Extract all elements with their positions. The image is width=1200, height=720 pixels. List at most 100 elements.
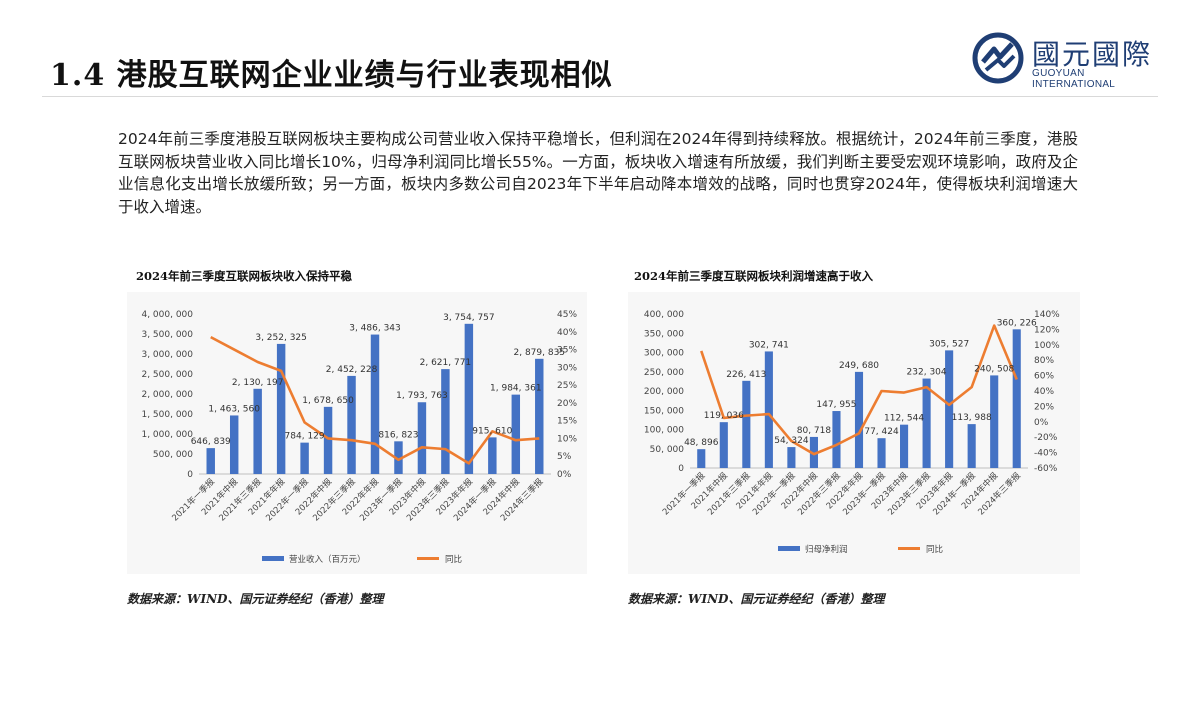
chart2-bar-label: 226, 413 [726,370,766,380]
chart2-bar [809,436,818,468]
chart1-bar [206,448,215,474]
chart1-bar-label: 1, 463, 560 [208,404,260,414]
chart2-bar [719,422,728,468]
chart1-bar-label: 2, 879, 835 [514,348,566,358]
chart1-left-tick: 3, 500, 000 [141,330,193,340]
chart2-left-tick: 200, 000 [644,387,684,397]
chart2-legend-bar-swatch [778,546,800,551]
chart1-bar-label: 2, 130, 197 [232,378,284,388]
chart1-left-tick: 0 [187,470,193,480]
chart1-right-tick: 35% [557,346,577,356]
chart1-bar-label: 2, 452, 228 [326,365,378,375]
chart1-bar-label: 1, 793, 763 [396,391,448,401]
chart1-bar [441,369,450,474]
chart2-bar-label: 112, 544 [884,414,924,424]
chart1-right-tick: 45% [557,310,577,320]
chart1-right-tick: 20% [557,399,577,409]
chart2-bar-label: 232, 304 [907,368,947,378]
chart2-left-tick: 0 [678,464,684,474]
chart1-left-tick: 3, 000, 000 [141,350,193,360]
chart2-panel: 0 50, 000 100, 000 150, 000 200, 000 250, 000… [628,292,1080,574]
chart2-bar [764,351,773,468]
chart1-bar-label: 1, 678, 650 [302,396,354,406]
chart2-left-tick: 350, 000 [644,329,684,339]
chart2-bar-label: 119, 036 [704,411,744,421]
chart1-source: 数据来源：WIND、国元证券经纪（香港）整理 [127,592,384,606]
chart2-bar [697,449,706,468]
company-logo: 國元國際 GUOYUAN INTERNATIONAL [972,32,1162,90]
chart1-bar-label: 1, 984, 361 [490,384,542,394]
logo-english-name: GUOYUAN INTERNATIONAL [1032,68,1116,90]
chart1-right-tick: 0% [557,470,572,480]
chart2-bar [967,424,976,468]
summary-paragraph: 2024年前三季度港股互联网板块主要构成公司营业收入保持平稳增长，但利润在202… [118,130,1078,216]
chart2-right-tick: 0% [1034,418,1049,428]
net-profit-chart: 0 50, 000 100, 000 150, 000 200, 000 250, 000… [644,310,1060,555]
chart2-bar [854,371,864,468]
chart1-bar [253,388,262,474]
chart2-right-tick: 100% [1034,341,1060,351]
chart2-left-tick: 150, 000 [644,406,684,416]
chart1-left-tick: 4, 000, 000 [141,310,193,320]
chart2-bar [900,424,909,468]
chart2-right-tick: 80% [1034,356,1054,366]
header-divider [42,96,1158,97]
chart2-bar-label: 77, 424 [864,427,899,437]
chart2-bar-label: 305, 527 [929,339,969,349]
chart1-bar [323,406,333,474]
chart2-right-tick: 40% [1034,387,1054,397]
chart1-bar [276,343,286,474]
chart1-bar [300,442,309,474]
logo-chinese-name: 國元國際 [1032,38,1153,71]
chart2-right-tick: 60% [1034,372,1054,382]
chart2-bar [1012,329,1021,468]
chart1-title: 2024年前三季度互联网板块收入保持平稳 [136,269,353,283]
chart2-bar-label: 54, 324 [774,436,809,446]
chart2-bar [787,447,796,468]
chart1-left-tick: 500, 000 [153,450,193,460]
chart1-right-tick: 25% [557,381,577,391]
chart1-right-tick: 10% [557,434,577,444]
chart1-bar-label: 646, 839 [191,437,231,447]
chart1-left-tick: 1, 500, 000 [141,410,193,420]
chart1-bar [370,334,380,474]
revenue-chart: 0 500, 000 1, 000, 000 1, 500, 000 2, 000, 0… [141,310,577,565]
chart1-left-tick: 2, 500, 000 [141,370,193,380]
chart2-bar-label: 249, 680 [839,361,879,371]
chart2-left-tick: 300, 000 [644,349,684,359]
chart1-right-tick: 5% [557,452,572,462]
chart2-bar-label: 113, 988 [952,413,992,423]
chart1-legend-line-label: 同比 [445,554,462,565]
chart2-bar [990,375,999,468]
chart2-left-tick: 250, 000 [644,368,684,378]
guoyuan-logo-icon [972,32,1024,84]
chart2-bar [742,380,751,468]
chart1-bar [535,358,544,474]
chart1-left-tick: 1, 000, 000 [141,430,193,440]
chart1-left-tick: 2, 000, 000 [141,390,193,400]
chart1-bar [511,394,521,474]
chart1-bar-label: 816, 823 [378,430,418,440]
chart2-right-tick: -20% [1034,433,1058,443]
chart2-bar [832,411,841,468]
chart2-bar-label: 360, 226 [997,318,1037,328]
chart2-right-tick: 120% [1034,325,1060,335]
chart1-right-tick: 40% [557,328,577,338]
chart2-bar-label: 147, 955 [816,400,856,410]
chart2-left-tick: 100, 000 [644,426,684,436]
chart2-title: 2024年前三季度互联网板块利润增速高于收入 [634,269,874,283]
chart1-right-tick: 15% [557,417,577,427]
chart2-legend-line-label: 同比 [926,544,943,555]
chart1-legend-bar-swatch [262,556,284,561]
chart1-bar [488,437,497,474]
page-title: 1.4 港股互联网企业业绩与行业表现相似 [50,58,613,93]
chart1-panel: 0 500, 000 1, 000, 000 1, 500, 000 2, 000, 0… [127,292,587,574]
chart2-left-tick: 50, 000 [650,445,685,455]
chart2-source: 数据来源：WIND、国元证券经纪（香港）整理 [628,592,885,606]
chart2-legend-bar-label: 归母净利润 [805,544,848,555]
chart1-bar [417,402,427,474]
chart2-right-tick: -60% [1034,464,1058,474]
chart1-bar-label: 784, 129 [285,432,325,442]
chart2-bar [922,378,931,468]
chart1-bar-label: 915, 610 [472,426,512,436]
